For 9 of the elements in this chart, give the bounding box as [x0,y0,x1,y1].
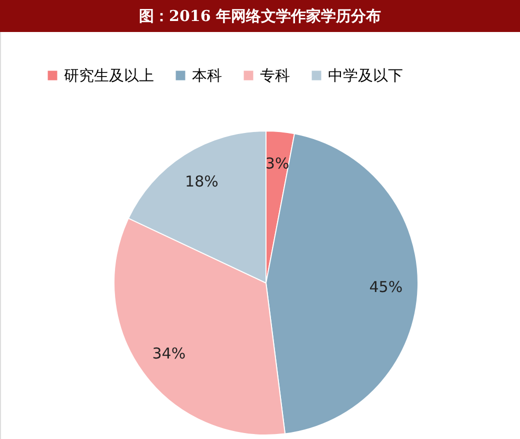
legend-label: 专科 [260,66,290,85]
data-label: 18% [185,172,218,191]
legend-label: 中学及以下 [328,66,403,85]
legend-label: 本科 [192,66,222,85]
legend-label: 研究生及以上 [64,66,154,85]
chart-title: 图：2016 年网络文学作家学历分布 [139,7,381,25]
data-label: 34% [152,344,186,363]
data-label: 3% [265,154,290,173]
data-label: 45% [369,278,403,296]
